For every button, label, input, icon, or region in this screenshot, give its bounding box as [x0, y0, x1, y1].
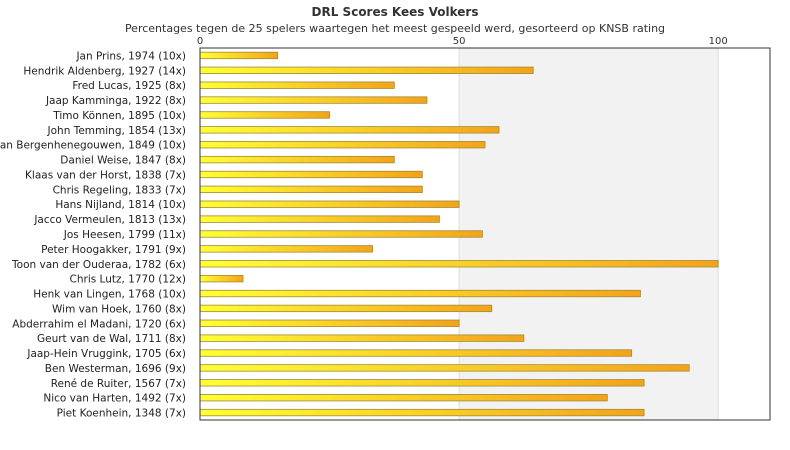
- category-label: Chris Lutz, 1770 (12x): [70, 274, 186, 286]
- bar: [199, 155, 395, 164]
- bar: [199, 379, 645, 387]
- x-tick-label: 0: [197, 36, 203, 47]
- category-label: Jaap-Hein Vruggink, 1705 (6x): [26, 348, 186, 360]
- plot-band: [718, 48, 770, 420]
- bar: [199, 289, 641, 298]
- category-label: Chris Regeling, 1833 (7x): [53, 184, 186, 196]
- category-label: Fred Lucas, 1925 (8x): [72, 80, 186, 92]
- category-label: Jan Bergenhenegouwen, 1849 (10x): [0, 140, 186, 152]
- bar: [199, 111, 330, 119]
- bar: [199, 349, 633, 357]
- category-label: Ben Westerman, 1696 (9x): [45, 363, 186, 375]
- category-label: Hendrik Aldenberg, 1927 (14x): [23, 65, 186, 77]
- category-label: Jos Heesen, 1799 (11x): [63, 229, 186, 241]
- category-label: René de Ruiter, 1567 (7x): [51, 378, 186, 390]
- category-label: Jan Prins, 1974 (10x): [75, 50, 186, 62]
- category-label: Geurt van de Wal, 1711 (8x): [37, 333, 186, 345]
- bar: [199, 274, 244, 283]
- bar: [199, 408, 645, 417]
- x-tick-label: 50: [453, 36, 466, 47]
- bar: [199, 141, 486, 149]
- category-label: Klaas van der Horst, 1838 (7x): [25, 169, 186, 181]
- bar: [199, 215, 440, 223]
- plot-frame: [199, 47, 771, 421]
- category-label: Wim van Hoek, 1760 (8x): [52, 303, 186, 315]
- bar: [199, 260, 719, 268]
- category-label: Nico van Harten, 1492 (7x): [43, 393, 186, 405]
- chart-title: DRL Scores Kees Volkers: [311, 5, 479, 19]
- bar: [199, 185, 423, 194]
- bar: [199, 200, 460, 208]
- category-label: John Temming, 1854 (13x): [47, 125, 186, 137]
- category-label: Abderrahim el Madani, 1720 (6x): [12, 318, 186, 330]
- bar: [199, 66, 534, 74]
- category-label: Timo Können, 1895 (10x): [52, 110, 186, 122]
- bar: [199, 364, 690, 372]
- bar: [199, 170, 423, 179]
- category-label: Piet Koenhein, 1348 (7x): [57, 408, 186, 420]
- bar: [199, 304, 493, 313]
- category-label: Jaap Kamminga, 1922 (8x): [45, 95, 186, 107]
- bar: [199, 319, 460, 327]
- bar: [199, 334, 525, 342]
- x-tick-label: 100: [709, 36, 728, 47]
- bar: [199, 230, 483, 238]
- bar: [199, 96, 428, 104]
- category-label: Daniel Weise, 1847 (8x): [60, 155, 186, 167]
- category-label: Jacco Vermeulen, 1813 (13x): [33, 214, 186, 226]
- category-label: Hans Nijland, 1814 (10x): [55, 199, 186, 211]
- category-label: Peter Hoogakker, 1791 (9x): [41, 244, 186, 256]
- plot-band: [459, 48, 719, 420]
- chart-subtitle: Percentages tegen de 25 spelers waartege…: [124, 22, 666, 35]
- bar: [199, 394, 608, 402]
- bar: [199, 51, 279, 60]
- bar: [199, 81, 395, 89]
- category-label: Toon van der Ouderaa, 1782 (6x): [11, 259, 186, 271]
- bar: [199, 245, 373, 253]
- bar: [199, 126, 500, 134]
- category-label: Henk van Lingen, 1768 (10x): [33, 289, 186, 301]
